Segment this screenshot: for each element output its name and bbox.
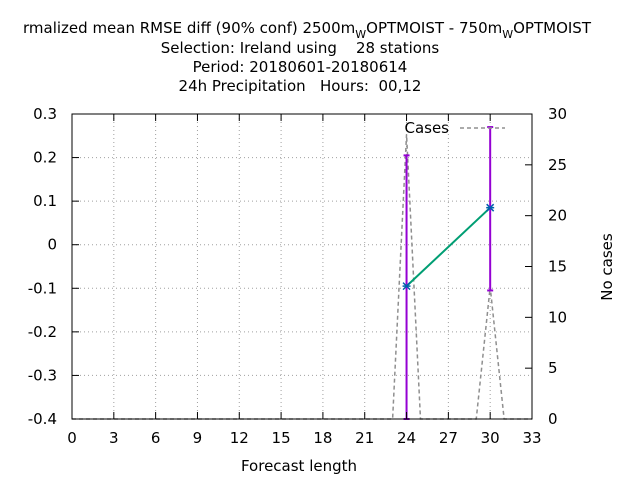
x-tick-label: 27 bbox=[439, 429, 458, 447]
y-tick-label: -0.2 bbox=[28, 323, 57, 341]
rmse-diff-series bbox=[402, 126, 495, 420]
x-tick-label: 24 bbox=[397, 429, 416, 447]
y2-axis-label: No cases bbox=[598, 233, 616, 301]
y-tick-label: -0.4 bbox=[28, 410, 57, 428]
x-tick-label: 33 bbox=[522, 429, 541, 447]
title-line-1-part-a: rmalized mean RMSE diff (90% conf) 2500m bbox=[23, 19, 355, 37]
y2-axis-ticks: 0 5 10 15 20 25 30 bbox=[525, 105, 567, 428]
y2-tick-label: 25 bbox=[548, 156, 567, 174]
x-tick-label: 9 bbox=[193, 429, 203, 447]
y-tick-label: 0 bbox=[47, 236, 57, 254]
legend: Cases bbox=[404, 119, 505, 137]
data-point bbox=[486, 203, 495, 212]
y2-tick-label: 15 bbox=[548, 258, 567, 276]
title-line-1: rmalized mean RMSE diff (90% conf) 2500m… bbox=[23, 19, 592, 41]
x-tick-label: 15 bbox=[272, 429, 291, 447]
chart-title: rmalized mean RMSE diff (90% conf) 2500m… bbox=[23, 19, 592, 95]
data-point bbox=[402, 282, 411, 291]
x-tick-label: 3 bbox=[109, 429, 119, 447]
y-tick-label: 0.3 bbox=[33, 105, 57, 123]
cases-line bbox=[72, 134, 532, 420]
title-line-4: 24h Precipitation Hours: 00,12 bbox=[179, 77, 422, 95]
rmse-diff-line bbox=[405, 206, 491, 287]
x-axis-label: Forecast length bbox=[241, 457, 357, 475]
title-hours: Hours: 00,12 bbox=[320, 77, 421, 95]
x-tick-label: 0 bbox=[67, 429, 77, 447]
x-tick-label: 18 bbox=[313, 429, 332, 447]
x-tick-label: 12 bbox=[230, 429, 249, 447]
y2-tick-label: 30 bbox=[548, 105, 567, 123]
y-tick-label: -0.3 bbox=[28, 366, 57, 384]
title-station-count: 28 stations bbox=[356, 39, 439, 57]
x-tick-label: 21 bbox=[355, 429, 374, 447]
cases-series bbox=[72, 134, 532, 420]
x-tick-label: 30 bbox=[481, 429, 500, 447]
title-selection: Selection: Ireland using bbox=[161, 39, 337, 57]
y2-tick-label: 10 bbox=[548, 308, 567, 326]
x-tick-label: 6 bbox=[151, 429, 161, 447]
y-axis-ticks: -0.4 -0.3 -0.2 -0.1 0 0.1 0.2 0.3 bbox=[28, 105, 79, 428]
y-tick-label: 0.1 bbox=[33, 192, 57, 210]
grid bbox=[72, 114, 532, 419]
y-tick-label: 0.2 bbox=[33, 149, 57, 167]
title-line-1-subscript-a: W bbox=[355, 28, 366, 41]
y-tick-label: -0.1 bbox=[28, 279, 57, 297]
title-line-1-part-c: OPTMOIST bbox=[513, 19, 592, 37]
legend-label-cases: Cases bbox=[404, 119, 449, 137]
y2-tick-label: 0 bbox=[548, 410, 558, 428]
title-line-1-subscript-b: W bbox=[502, 28, 513, 41]
plot-frame bbox=[71, 113, 533, 420]
title-line-2: Selection: Ireland using 28 stations bbox=[161, 39, 440, 57]
title-parameter: 24h Precipitation bbox=[179, 77, 306, 95]
title-line-1-part-b: OPTMOIST - 750m bbox=[366, 19, 502, 37]
y2-tick-label: 5 bbox=[548, 359, 558, 377]
title-line-3: Period: 20180601-20180614 bbox=[193, 58, 408, 76]
y2-tick-label: 20 bbox=[548, 207, 567, 225]
x-axis-ticks: 0 3 6 9 12 15 18 21 24 27 30 33 bbox=[67, 114, 542, 447]
